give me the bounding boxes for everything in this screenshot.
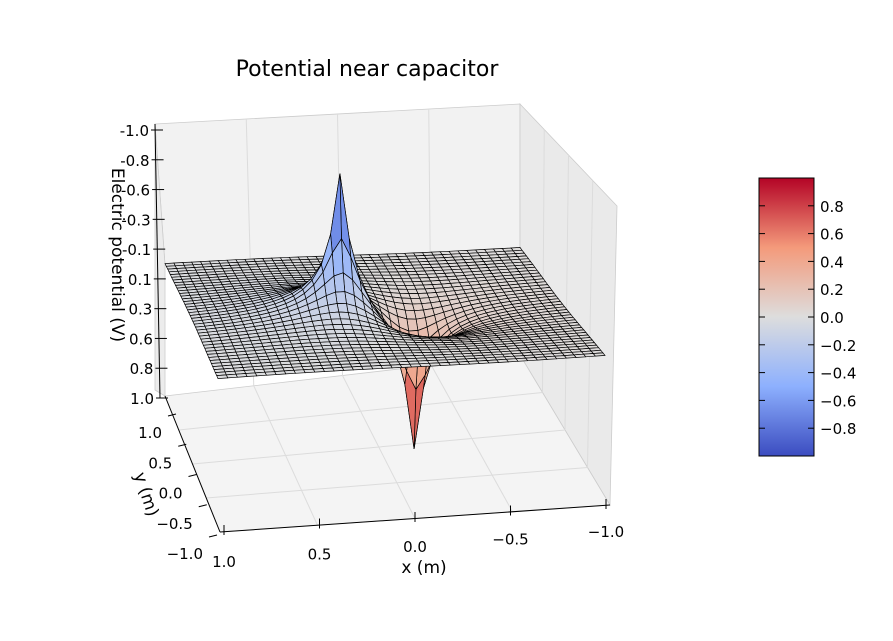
z-tick-label: -0.6 — [121, 182, 150, 200]
z-tick-label: 0.6 — [129, 330, 153, 348]
colorbar-tick-label: −0.2 — [820, 337, 856, 355]
colorbar-gradient — [758, 177, 815, 457]
z-axis-label: Electric potential (V) — [107, 168, 127, 342]
z-tick-label: 0.8 — [130, 360, 154, 378]
y-tick-mark — [178, 443, 187, 447]
x-tick-label: 1.0 — [212, 553, 236, 571]
colorbar-tick-label: 0.8 — [820, 198, 844, 216]
x-tick-label: −1.0 — [588, 523, 624, 541]
y-axis-label: y (m) — [129, 470, 162, 519]
x-axis-label: x (m) — [401, 558, 446, 578]
colorbar-tick-label: −0.6 — [820, 392, 856, 410]
surface-facet — [303, 368, 316, 374]
surface-plot — [164, 173, 606, 450]
gridline — [430, 365, 513, 512]
y-tick-label: 1.0 — [138, 424, 162, 442]
surface-facet — [235, 373, 248, 378]
y-tick-label: 0.5 — [148, 454, 172, 472]
y-tick-mark — [208, 534, 218, 538]
colorbar-tick-label: 0.6 — [820, 226, 844, 244]
y-tick-mark — [198, 504, 207, 508]
colorbar-tick-label: 0.2 — [820, 281, 844, 299]
x-ticks: 1.0 0.5 0.0 −0.5 −1.0 — [212, 499, 624, 571]
surface-facet — [264, 371, 277, 376]
surface-facet — [322, 367, 335, 372]
z-tick-label: -1.0 — [120, 122, 149, 140]
z-ticks: -1.0 -0.8 -0.6 -0.3 -0.1 0.1 0.3 0.6 0.8 1.0 — [120, 122, 168, 408]
colorbar: 0.8 0.6 0.4 0.2 0.0 −0.2 −0.4 −0.6 −0.8 — [758, 177, 856, 457]
y-tick-mark — [188, 474, 197, 477]
colorbar-ticks: 0.8 0.6 0.4 0.2 0.0 −0.2 −0.4 −0.6 −0.8 — [759, 198, 856, 438]
surface-facet — [283, 369, 296, 375]
z-tick-label: 0.3 — [128, 301, 152, 319]
y-tick-mark — [167, 413, 177, 417]
surface-facet — [225, 373, 238, 379]
y-tick-label: −0.5 — [156, 515, 192, 533]
y-tick-label: −1.0 — [167, 545, 203, 563]
z-tick-label: -0.8 — [120, 152, 149, 170]
y-axis-line — [164, 395, 221, 533]
y-ticks: −1.0 −0.5 0.0 0.5 1.0 — [138, 413, 218, 563]
gridline — [342, 375, 416, 519]
surface-facet — [274, 370, 287, 375]
gridline — [564, 154, 569, 431]
x-tick-label: 0.0 — [403, 538, 427, 556]
surface-facet — [293, 369, 306, 374]
surface-facet — [254, 371, 267, 377]
gridline — [587, 180, 594, 468]
colorbar-tick-label: −0.4 — [820, 365, 856, 383]
z-tick-label: 1.0 — [130, 390, 154, 408]
colorbar-tick-label: 0.0 — [820, 309, 844, 327]
surface-facet — [216, 374, 229, 379]
z-tick-label: 0.1 — [128, 271, 152, 289]
surface-facet — [324, 329, 337, 335]
gridline — [206, 467, 588, 499]
x-tick-label: 0.5 — [308, 546, 332, 564]
z-tick-label: -0.1 — [122, 241, 151, 259]
x-tick-label: −0.5 — [492, 531, 528, 549]
colorbar-tick-label: −0.8 — [820, 420, 856, 438]
y-tick-label: 0.0 — [159, 485, 183, 503]
colorbar-tick-label: 0.4 — [820, 253, 844, 271]
surface-facet — [245, 372, 258, 377]
z-axis-line — [154, 123, 161, 399]
chart-title: Potential near capacitor — [236, 57, 500, 82]
z-tick-label: -0.3 — [121, 211, 150, 229]
